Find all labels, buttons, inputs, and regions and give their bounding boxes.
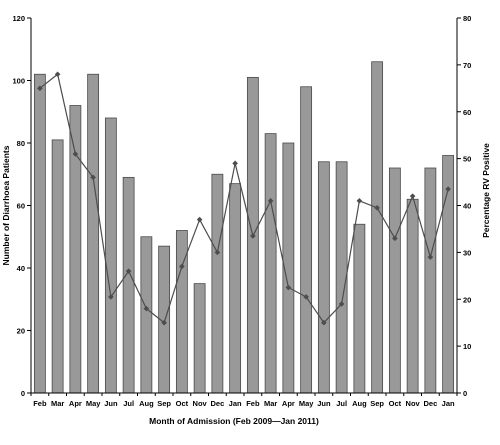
bar (33, 73, 46, 394)
right-tick-label: 0 (463, 389, 467, 398)
x-tick-label: Mar (264, 399, 277, 408)
bar (51, 139, 64, 394)
x-tick-label: Aug (139, 399, 154, 408)
x-axis-title: Month of Admission (Feb 2009—Jan 2011) (149, 416, 319, 426)
line-point (232, 160, 238, 167)
axes (27, 17, 461, 396)
right-tick-label: 40 (463, 202, 471, 211)
bar (229, 183, 242, 394)
line-point (321, 319, 327, 326)
line-point (409, 193, 416, 199)
bar (69, 105, 82, 394)
x-tick-label: Mar (51, 399, 64, 408)
bar (371, 61, 384, 394)
left-tick-label: 60 (17, 202, 25, 211)
left-tick-label: 40 (17, 264, 25, 273)
bar (140, 236, 153, 394)
rv-positive-line (39, 73, 449, 324)
x-tick-label: Jan (442, 399, 455, 408)
line-point (196, 216, 203, 223)
x-tick-label: Jun (104, 399, 118, 408)
x-tick-label: Aug (352, 399, 367, 408)
x-tick-label: Nov (406, 399, 421, 408)
bar (406, 198, 419, 394)
x-tick-label: Dec (423, 399, 437, 408)
bar-series (33, 61, 455, 394)
line-point (392, 235, 398, 242)
x-tick-label: Dec (210, 399, 224, 408)
line-point (143, 305, 150, 312)
bar (300, 86, 313, 394)
bar (335, 161, 348, 394)
right-y-axis-title: Percentage RV Positive (481, 143, 491, 238)
x-tick-label: Jun (317, 399, 331, 408)
x-tick-label: Nov (193, 399, 208, 408)
line-point (427, 254, 434, 260)
left-tick-label: 120 (12, 14, 25, 23)
line-point (374, 205, 380, 211)
x-tick-label: Jul (336, 399, 347, 408)
bar (353, 223, 366, 394)
line-point (90, 174, 96, 181)
line-point (54, 71, 61, 78)
bar (211, 173, 224, 394)
line-point (125, 268, 132, 274)
line-point (214, 249, 221, 256)
bar (388, 167, 401, 394)
bar (264, 133, 277, 394)
line-point (72, 151, 79, 157)
x-tick-label: Oct (176, 399, 189, 408)
line-point (267, 198, 274, 204)
right-tick-label: 70 (463, 61, 471, 70)
right-tick-label: 50 (463, 155, 471, 164)
x-tick-label: Feb (33, 399, 47, 408)
x-tick-label: Sep (370, 399, 384, 408)
left-tick-label: 100 (12, 77, 25, 86)
line-point (338, 301, 345, 307)
left-tick-label: 0 (21, 389, 25, 398)
line-point (445, 186, 451, 192)
x-tick-label: Jul (123, 399, 134, 408)
line-point (108, 294, 114, 300)
x-tick-label: Feb (246, 399, 260, 408)
bar (193, 283, 206, 394)
x-tick-label: Apr (282, 399, 295, 408)
bar (317, 161, 330, 394)
right-tick-label: 10 (463, 342, 471, 351)
x-tick-label: May (86, 399, 101, 408)
right-tick-label: 60 (463, 108, 471, 117)
line-point (250, 233, 256, 239)
tick-labels: 0 20 40 60 80 100 120 0 10 20 30 40 50 60 70 80 Feb Mar Ap… (12, 14, 471, 408)
bar (104, 117, 117, 394)
line-series (37, 71, 451, 326)
left-tick-label: 20 (17, 327, 25, 336)
left-y-axis-title: Number of Diarrhoea Patients (1, 145, 11, 265)
x-tick-label: Jan (229, 399, 242, 408)
right-tick-label: 80 (463, 14, 471, 23)
line-point (356, 198, 363, 204)
line-point (37, 85, 43, 92)
x-tick-label: May (299, 399, 314, 408)
left-tick-label: 80 (17, 139, 25, 148)
line-point (179, 263, 185, 270)
bar (87, 73, 100, 394)
right-tick-label: 20 (463, 295, 471, 304)
bar (424, 167, 437, 394)
line-point (161, 319, 167, 326)
right-tick-label: 30 (463, 248, 471, 257)
bar (122, 176, 135, 394)
line-point (303, 294, 309, 300)
x-tick-label: Oct (389, 399, 402, 408)
line-point (285, 284, 292, 291)
x-tick-label: Sep (157, 399, 171, 408)
x-tick-label: Apr (69, 399, 82, 408)
